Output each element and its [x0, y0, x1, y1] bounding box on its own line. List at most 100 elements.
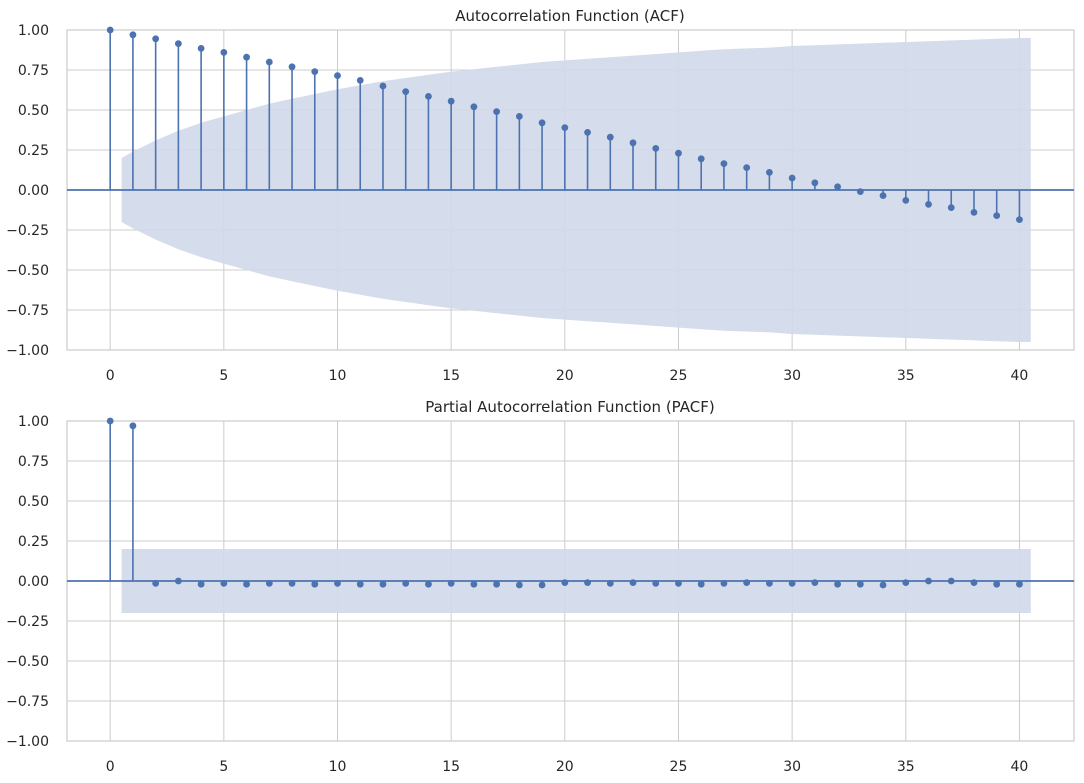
acf-point: [379, 82, 387, 90]
acf-point: [152, 35, 160, 43]
pacf-y-tick-label: −1.00: [6, 734, 49, 750]
acf-y-tick-label: −0.50: [6, 263, 49, 279]
acf-x-tick-label: 15: [442, 368, 460, 384]
acf-y-tick-label: 0.00: [18, 183, 49, 199]
pacf-point: [220, 580, 228, 587]
pacf-point: [629, 579, 637, 586]
pacf-point: [993, 580, 1001, 588]
pacf-point: [447, 580, 455, 587]
pacf-point: [288, 580, 296, 587]
acf-point: [470, 103, 478, 111]
acf-x-tick-label: 20: [556, 368, 574, 384]
acf-point: [652, 145, 660, 152]
acf-point: [493, 108, 501, 115]
pacf-point: [720, 580, 728, 587]
pacf-point: [1016, 580, 1023, 588]
pacf-x-tick-label: 10: [329, 759, 347, 775]
pacf-y-tick-label: 0.25: [18, 534, 49, 550]
acf-point: [993, 212, 1001, 220]
acf-x-tick-label: 35: [897, 368, 915, 384]
acf-point: [447, 97, 455, 105]
pacf-x-tick-label: 40: [1011, 759, 1029, 775]
acf-y-tick-label: −0.75: [6, 303, 49, 319]
pacf-y-tick-label: 0.50: [18, 494, 49, 510]
pacf-y-tick-label: −0.25: [6, 614, 49, 630]
acf-point: [561, 124, 569, 131]
acf-x-tick-label: 5: [219, 368, 228, 384]
acf-y-tick-label: −1.00: [6, 343, 49, 359]
pacf-point: [311, 580, 319, 588]
acf-point: [515, 113, 523, 120]
acf-point: [265, 58, 273, 66]
pacf-y-tick-label: 0.00: [18, 574, 49, 590]
acf-panel: Autocorrelation Function (ACF) 1.00 0.75 0…: [6, 7, 1075, 384]
pacf-point: [856, 580, 864, 588]
pacf-point: [106, 417, 114, 425]
acf-point: [629, 139, 637, 147]
pacf-y-tick-label: 0.75: [18, 454, 49, 470]
acf-point: [174, 40, 182, 47]
pacf-title: Partial Autocorrelation Function (PACF): [425, 398, 714, 416]
acf-point: [675, 149, 682, 157]
acf-point: [1016, 216, 1023, 224]
acf-point: [106, 26, 114, 34]
pacf-point: [470, 580, 478, 588]
pacf-x-tick-label: 0: [106, 759, 115, 775]
pacf-y-tick-label: −0.75: [6, 694, 49, 710]
acf-point: [197, 45, 205, 52]
acf-title: Autocorrelation Function (ACF): [455, 7, 684, 25]
pacf-point: [356, 580, 364, 588]
acf-point: [425, 93, 432, 100]
acf-point: [788, 174, 796, 182]
pacf-point: [493, 580, 501, 588]
pacf-point: [243, 580, 250, 588]
acf-point: [402, 88, 410, 95]
acf-point: [129, 31, 137, 39]
pacf-point: [925, 577, 932, 585]
pacf-point: [788, 580, 796, 587]
pacf-point: [379, 580, 387, 588]
pacf-point: [811, 579, 819, 586]
pacf-x-tick-label: 35: [897, 759, 915, 775]
pacf-point: [902, 579, 910, 586]
pacf-point: [834, 580, 841, 588]
pacf-point: [606, 580, 614, 587]
pacf-y-tick-label: 1.00: [18, 414, 49, 430]
acf-point: [947, 204, 955, 212]
acf-point: [334, 72, 341, 79]
pacf-point: [197, 580, 205, 588]
pacf-point: [334, 580, 341, 587]
acf-x-tick-label: 0: [106, 368, 115, 384]
pacf-point: [697, 580, 705, 588]
pacf-point: [402, 580, 410, 587]
pacf-point: [652, 580, 660, 587]
pacf-point: [129, 422, 137, 430]
acf-point: [879, 192, 887, 200]
acf-point: [288, 63, 296, 71]
acf-point: [856, 188, 864, 196]
pacf-point: [947, 577, 955, 585]
pacf-point: [879, 581, 887, 589]
pacf-point: [765, 580, 773, 587]
pacf-point: [152, 580, 160, 587]
acf-y-tick-label: 0.50: [18, 103, 49, 119]
pacf-point: [425, 580, 432, 588]
acf-x-tick-label: 25: [670, 368, 688, 384]
pacf-x-tick-label: 25: [670, 759, 688, 775]
acf-point: [538, 119, 546, 127]
pacf-point: [970, 579, 978, 586]
acf-point: [606, 133, 614, 141]
pacf-x-tick-label: 15: [442, 759, 460, 775]
pacf-point: [174, 577, 182, 585]
pacf-point: [675, 580, 682, 587]
pacf-point: [538, 581, 546, 589]
acf-point: [220, 49, 228, 56]
acf-point: [765, 169, 773, 176]
pacf-point: [584, 579, 591, 586]
acf-point: [697, 155, 705, 163]
pacf-x-tick-label: 5: [219, 759, 228, 775]
acf-point: [720, 160, 728, 168]
acf-point: [243, 53, 250, 61]
pacf-panel: Partial Autocorrelation Function (PACF) …: [6, 398, 1075, 775]
